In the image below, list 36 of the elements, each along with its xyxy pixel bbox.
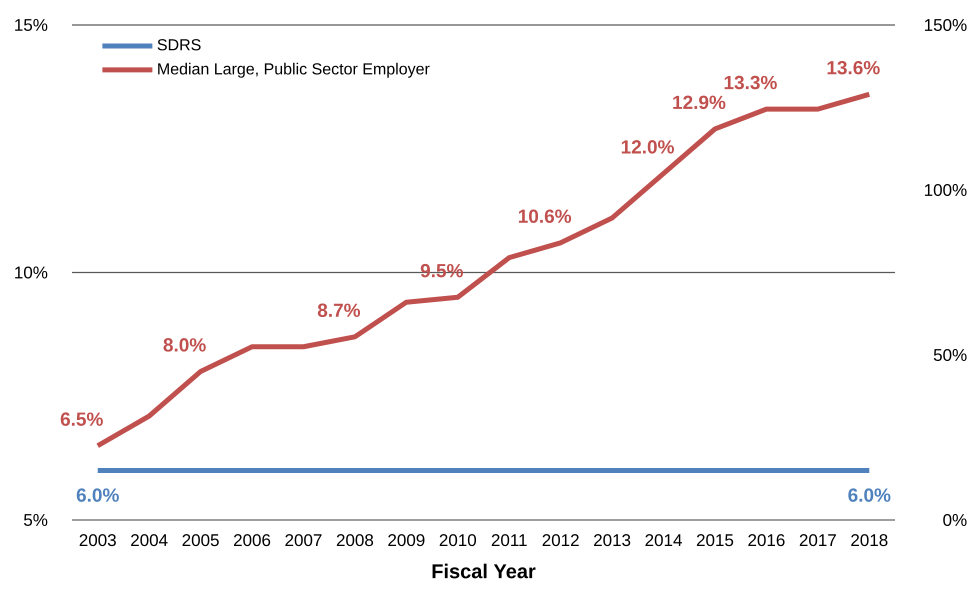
x-tick-label: 2007 <box>285 534 322 546</box>
y2-tick-label: 150% <box>924 18 967 32</box>
x-tick-label: 2013 <box>594 534 630 546</box>
x-tick-label: 2016 <box>748 534 785 546</box>
x-tick-label: 2004 <box>131 534 168 546</box>
data-label: 6.5% <box>60 412 103 426</box>
x-tick-label: 2010 <box>440 534 476 546</box>
y-tick-label: 15% <box>15 19 48 31</box>
x-axis-title: Fiscal Year <box>432 564 536 578</box>
data-label: 8.0% <box>164 338 206 352</box>
data-label: 13.6% <box>828 60 880 74</box>
data-label: 8.7% <box>318 304 360 317</box>
x-tick-label: 2017 <box>800 534 836 546</box>
x-tick-label: 2012 <box>542 534 579 546</box>
legend-label: SDRS <box>158 39 201 50</box>
y2-tick-label: 50% <box>934 348 967 362</box>
y-tick-label: 10% <box>15 266 48 279</box>
x-tick-label: 2011 <box>492 534 527 546</box>
data-label: 12.0% <box>622 140 674 154</box>
x-tick-label: 2003 <box>80 534 116 546</box>
y2-tick-label: 100% <box>924 184 967 196</box>
x-tick-label: 2008 <box>336 534 374 546</box>
data-label: 6.0% <box>848 488 890 502</box>
x-tick-label: 2018 <box>851 534 888 546</box>
x-tick-label: 2005 <box>182 534 219 546</box>
x-tick-label: 2015 <box>696 534 734 546</box>
y-tick-label: 5% <box>24 514 48 526</box>
data-label: 12.9% <box>673 96 726 110</box>
legend-label: Median Large, Public Sector Employer <box>158 62 430 78</box>
data-label: 13.3% <box>724 76 777 90</box>
data-label: 6.0% <box>76 488 119 502</box>
x-tick-label: 2014 <box>645 534 682 546</box>
x-tick-label: 2009 <box>388 534 424 546</box>
x-tick-label: 2006 <box>234 534 270 546</box>
data-label: 10.6% <box>518 209 572 223</box>
y2-tick-label: 0% <box>943 514 967 526</box>
